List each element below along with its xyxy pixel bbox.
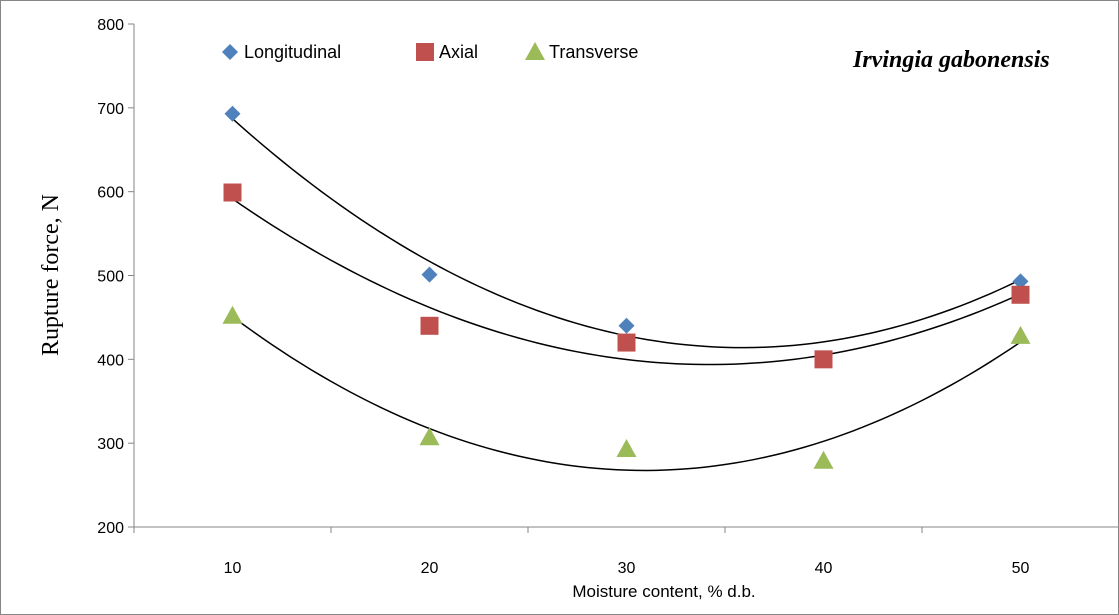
axial-point bbox=[617, 333, 636, 352]
transverse-point bbox=[813, 450, 834, 469]
y-tick-label: 600 bbox=[97, 185, 124, 202]
y-tick-label: 500 bbox=[97, 269, 124, 286]
axial-trendline bbox=[232, 198, 1021, 366]
x-tick-label: 10 bbox=[224, 560, 242, 577]
x-tick-label: 40 bbox=[815, 560, 833, 577]
legend-axial-marker bbox=[416, 43, 434, 61]
axial-point bbox=[1011, 285, 1030, 304]
x-tick-label: 50 bbox=[1012, 560, 1030, 577]
y-axis-title: Rupture force, N bbox=[38, 194, 64, 356]
y-tick-label: 700 bbox=[97, 101, 124, 118]
longitudinal-point bbox=[421, 266, 438, 283]
x-axis-title: Moisture content, % d.b. bbox=[572, 582, 755, 601]
longitudinal-point bbox=[618, 317, 635, 334]
axial-point bbox=[814, 350, 833, 369]
legend-longitudinal-label: Longitudinal bbox=[244, 42, 341, 62]
x-tick-label: 20 bbox=[421, 560, 439, 577]
transverse-point bbox=[1010, 325, 1031, 344]
axial-point bbox=[420, 316, 439, 335]
longitudinal-point bbox=[1012, 273, 1029, 290]
transverse-point bbox=[616, 439, 637, 458]
legend: Longitudinal Axial Transverse bbox=[222, 42, 638, 62]
longitudinal-point bbox=[224, 105, 241, 122]
x-tick-label: 30 bbox=[618, 560, 636, 577]
legend-transverse-marker bbox=[525, 42, 545, 60]
transverse-point bbox=[222, 305, 243, 324]
y-tick-label: 800 bbox=[97, 17, 124, 34]
transverse-trendline bbox=[232, 315, 1021, 472]
chart-title: Irvingia gabonensis bbox=[852, 47, 1050, 73]
legend-longitudinal-marker bbox=[222, 44, 238, 60]
plot-area: 200 300 400 500 600 700 800 10 20 30 40 50 bbox=[97, 17, 1119, 577]
legend-axial-label: Axial bbox=[439, 42, 478, 62]
transverse-point bbox=[419, 427, 440, 446]
y-tick-label: 200 bbox=[97, 520, 124, 537]
y-tick-label: 400 bbox=[97, 352, 124, 369]
legend-transverse-label: Transverse bbox=[549, 42, 638, 62]
axial-point bbox=[223, 183, 242, 202]
y-tick-label: 300 bbox=[97, 436, 124, 453]
